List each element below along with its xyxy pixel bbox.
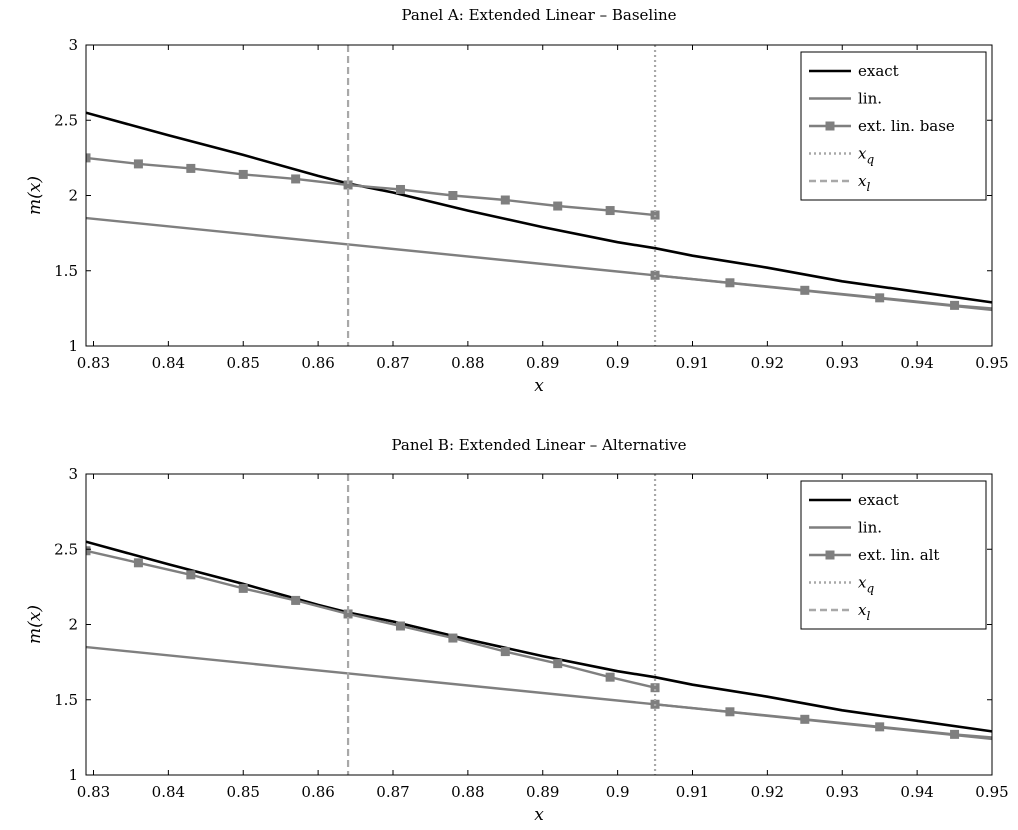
x-axis-label: x — [534, 805, 544, 825]
y-tick-label: 2.5 — [54, 111, 78, 129]
data-point — [86, 546, 91, 556]
x-tick-label: 0.9 — [606, 783, 630, 801]
legend-subscript: q — [866, 153, 874, 167]
y-tick-label: 2 — [68, 616, 78, 634]
data-point — [950, 300, 960, 310]
data-point — [605, 672, 615, 682]
data-point — [133, 558, 143, 568]
data-point — [875, 722, 885, 732]
data-point — [186, 570, 196, 580]
x-tick-label: 0.88 — [451, 354, 484, 372]
x-tick-label: 0.86 — [301, 354, 334, 372]
legend-marker — [825, 550, 835, 560]
x-tick-label: 0.92 — [751, 354, 784, 372]
chart-title: Panel A: Extended Linear – Baseline — [401, 6, 676, 24]
x-tick-label: 0.85 — [227, 783, 260, 801]
x-tick-label: 0.94 — [900, 783, 933, 801]
data-point — [800, 714, 810, 724]
x-tick-label: 0.9 — [606, 354, 630, 372]
x-tick-label: 0.87 — [376, 783, 409, 801]
series-line-ext-lin-alt — [654, 703, 992, 739]
x-tick-label: 0.89 — [526, 354, 559, 372]
y-axis-label: m(x) — [25, 605, 45, 644]
x-tick-label: 0.87 — [376, 354, 409, 372]
y-axis-label: m(x) — [25, 176, 45, 215]
y-tick-label: 1.5 — [54, 262, 78, 280]
x-tick-label: 0.95 — [975, 354, 1008, 372]
data-point — [448, 633, 458, 643]
x-tick-label: 0.83 — [77, 354, 110, 372]
data-point — [605, 206, 615, 216]
x-tick-label: 0.95 — [975, 783, 1008, 801]
y-tick-label: 3 — [68, 36, 78, 54]
x-axis-label: x — [534, 376, 544, 396]
x-tick-label: 0.85 — [227, 354, 260, 372]
data-point — [553, 201, 563, 211]
data-point — [395, 621, 405, 631]
data-point — [291, 174, 301, 184]
data-point — [343, 609, 353, 619]
legend-label: ext. lin. base — [858, 117, 955, 135]
chart-title: Panel B: Extended Linear – Alternative — [391, 436, 686, 454]
data-point — [343, 180, 353, 190]
data-point — [186, 163, 196, 173]
legend-label: exact — [858, 491, 899, 509]
data-point — [553, 659, 563, 669]
series-line-ext-lin-base — [654, 274, 992, 310]
data-point — [448, 191, 458, 200]
legend-subscript: l — [866, 609, 870, 623]
x-tick-label: 0.91 — [676, 783, 709, 801]
data-point — [650, 683, 660, 693]
series-line-exact — [86, 540, 992, 733]
y-tick-label: 1.5 — [54, 691, 78, 709]
y-tick-label: 3 — [68, 465, 78, 483]
x-tick-label: 0.84 — [152, 783, 185, 801]
x-tick-label: 0.91 — [676, 354, 709, 372]
series-line-ext-lin-alt — [86, 549, 656, 689]
data-point — [291, 595, 301, 605]
series-line-exact — [86, 111, 992, 304]
data-point — [500, 647, 510, 657]
data-point — [395, 184, 405, 194]
data-point — [133, 159, 143, 169]
x-tick-label: 0.86 — [301, 783, 334, 801]
data-point — [238, 169, 248, 179]
legend-label: lin. — [858, 90, 882, 108]
series-line-ext-lin-base — [86, 156, 656, 217]
data-point — [86, 153, 91, 163]
legend-label: lin. — [858, 519, 882, 537]
legend-marker — [825, 121, 835, 131]
x-tick-label: 0.94 — [900, 354, 933, 372]
x-tick-label: 0.92 — [751, 783, 784, 801]
data-point — [950, 729, 960, 739]
data-point — [800, 285, 810, 295]
x-tick-label: 0.84 — [152, 354, 185, 372]
data-point — [500, 195, 510, 205]
legend-subscript: l — [866, 180, 870, 194]
y-tick-label: 2.5 — [54, 540, 78, 558]
legend-label: exact — [858, 62, 899, 80]
data-point — [725, 707, 735, 717]
x-tick-label: 0.88 — [451, 783, 484, 801]
y-tick-label: 1 — [68, 337, 78, 355]
x-tick-label: 0.93 — [826, 783, 859, 801]
data-point — [238, 583, 248, 593]
y-tick-label: 2 — [68, 187, 78, 205]
x-tick-label: 0.83 — [77, 783, 110, 801]
legend-label: ext. lin. alt — [858, 546, 939, 564]
x-tick-label: 0.89 — [526, 783, 559, 801]
plot-area — [86, 45, 992, 346]
panel-a: Panel A: Extended Linear – Baseline x m(x)… — [25, 6, 1009, 396]
data-point — [875, 293, 885, 303]
data-point — [725, 278, 735, 288]
panel-b: Panel B: Extended Linear – Alternative x m… — [25, 436, 1009, 825]
legend-subscript: q — [866, 582, 874, 596]
plot-area — [86, 474, 992, 775]
y-tick-label: 1 — [68, 766, 78, 784]
x-tick-label: 0.93 — [826, 354, 859, 372]
